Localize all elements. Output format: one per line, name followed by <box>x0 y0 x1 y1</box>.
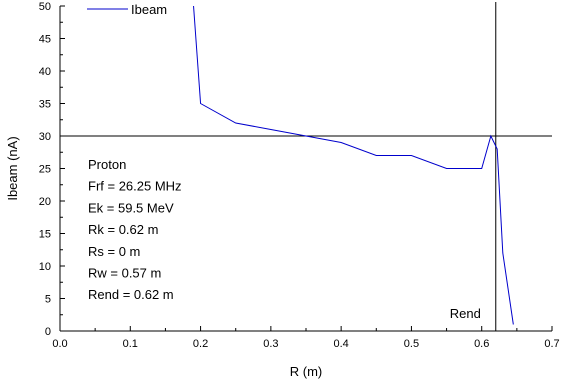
legend-label-ibeam: Ibeam <box>131 2 167 17</box>
legend: Ibeam <box>87 2 167 17</box>
annotations: Proton Frf = 26.25 MHz Ek = 59.5 MeV Rk = 0… <box>88 157 481 321</box>
y-tick-label: 20 <box>39 196 51 208</box>
x-tick-label: 0.4 <box>333 338 348 350</box>
parameter-line: Frf = 26.25 MHz <box>88 179 182 194</box>
y-tick-label: 40 <box>39 66 51 78</box>
y-tick-label: 5 <box>45 294 51 306</box>
y-axis-title: Ibeam (nA) <box>5 136 20 200</box>
parameter-line: Proton <box>88 157 126 172</box>
y-tick-label: 30 <box>39 131 51 143</box>
x-tick-label: 0.0 <box>52 338 67 350</box>
x-tick-label: 0.7 <box>544 338 559 350</box>
y-tick-label: 50 <box>39 1 51 13</box>
y-tick-label: 25 <box>39 164 51 176</box>
x-tick-label: 0.1 <box>123 338 138 350</box>
y-tick-label: 45 <box>39 34 51 46</box>
parameter-line: Rend = 0.62 m <box>88 287 174 302</box>
parameter-line: Rw = 0.57 m <box>88 266 161 281</box>
x-tick-label: 0.3 <box>263 338 278 350</box>
parameter-line: Rs = 0 m <box>88 244 140 259</box>
y-tick-label: 0 <box>45 326 51 338</box>
y-tick-label: 15 <box>39 229 51 241</box>
rend-line-label: Rend <box>450 306 481 321</box>
series-line-ibeam <box>193 5 514 325</box>
axis-ticks: 0.0 0.1 0.2 0.3 0.4 0.5 0.6 0.7 0 5 10 15 20 25 30 35 40… <box>39 1 560 350</box>
series-lines <box>193 5 514 325</box>
parameter-line: Rk = 0.62 m <box>88 222 158 237</box>
x-tick-label: 0.6 <box>474 338 489 350</box>
reference-lines <box>60 2 552 331</box>
y-tick-label: 35 <box>39 99 51 111</box>
x-tick-label: 0.2 <box>193 338 208 350</box>
x-tick-label: 0.5 <box>404 338 419 350</box>
x-axis-title: R (m) <box>290 364 323 379</box>
y-tick-label: 10 <box>39 261 51 273</box>
parameter-line: Ek = 59.5 MeV <box>88 200 174 215</box>
